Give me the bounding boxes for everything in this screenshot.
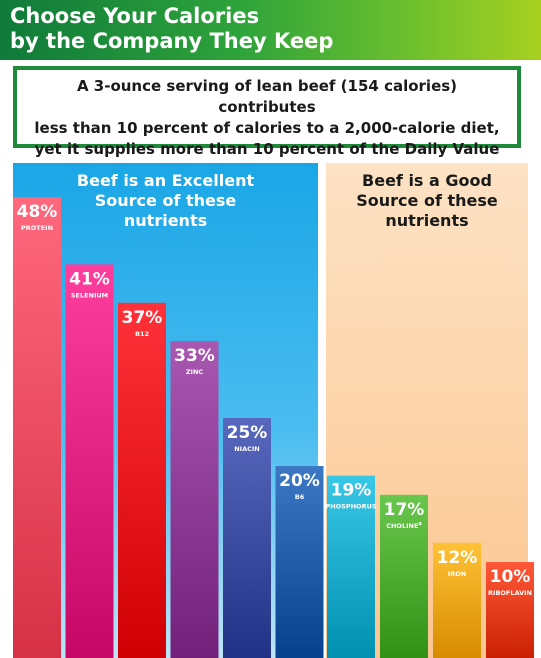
excellent-heading-line-3: nutrients bbox=[123, 211, 208, 230]
good-heading-line-3: nutrients bbox=[385, 211, 469, 230]
bar-niacin bbox=[223, 418, 271, 658]
category-label-zinc: ZINC bbox=[186, 368, 204, 376]
value-label-b12: 37% bbox=[122, 308, 163, 328]
good-heading-line-2: Source of these bbox=[356, 191, 498, 210]
bar-b12 bbox=[118, 302, 166, 658]
bar-riboflavin bbox=[486, 562, 534, 658]
value-label-riboflavin: 10% bbox=[490, 567, 531, 587]
excellent-heading-line-1: Beef is an Excellent bbox=[76, 171, 255, 190]
category-label-riboflavin: RIBOFLAVIN bbox=[488, 589, 532, 597]
category-label-protein: PROTEIN bbox=[21, 224, 53, 232]
page-title-line-2: by the Company They Keep bbox=[10, 29, 334, 53]
bar-choline bbox=[380, 494, 428, 658]
intro-text: A 3-ounce serving of lean beef (154 calo… bbox=[27, 76, 507, 181]
good-heading-line-1: Beef is a Good bbox=[362, 171, 492, 190]
value-label-choline: 17% bbox=[384, 500, 425, 520]
bar-zinc bbox=[170, 341, 219, 658]
value-label-zinc: 33% bbox=[174, 346, 215, 366]
intro-box: A 3-ounce serving of lean beef (154 calo… bbox=[13, 66, 521, 179]
value-label-niacin: 25% bbox=[227, 423, 268, 443]
intro-line-2: less than 10 percent of calories to a 2,… bbox=[34, 119, 500, 137]
intro-line-1: A 3-ounce serving of lean beef (154 calo… bbox=[76, 77, 458, 116]
page-title: Choose Your Calories by the Company They… bbox=[10, 4, 530, 54]
category-label-phosphorus: PHOSPHORUS bbox=[325, 503, 376, 511]
good-source-heading: Beef is a Good Source of these nutrients bbox=[326, 171, 528, 231]
bar-selenium bbox=[65, 264, 114, 658]
category-label-choline: CHOLINEa bbox=[386, 521, 422, 530]
category-label-b12: B12 bbox=[135, 330, 149, 338]
value-label-protein: 48% bbox=[17, 202, 58, 222]
page-title-line-1: Choose Your Calories bbox=[10, 4, 260, 28]
bar-protein bbox=[13, 197, 61, 658]
category-label-selenium: SELENIUM bbox=[71, 291, 108, 299]
category-label-b6: B6 bbox=[295, 493, 305, 501]
category-label-iron: IRON bbox=[448, 570, 466, 578]
bar-b6 bbox=[275, 466, 324, 658]
bar-phosphorus bbox=[327, 475, 375, 658]
bar-iron bbox=[433, 542, 481, 658]
value-label-selenium: 41% bbox=[69, 269, 110, 289]
value-label-iron: 12% bbox=[437, 548, 478, 568]
header-banner: Choose Your Calories by the Company They… bbox=[0, 0, 541, 60]
excellent-source-heading: Beef is an Excellent Source of these nut… bbox=[13, 171, 318, 231]
category-label-niacin: NIACIN bbox=[234, 445, 260, 453]
excellent-heading-line-2: Source of these bbox=[94, 191, 237, 210]
value-label-phosphorus: 19% bbox=[331, 481, 372, 501]
value-label-b6: 20% bbox=[279, 471, 320, 491]
